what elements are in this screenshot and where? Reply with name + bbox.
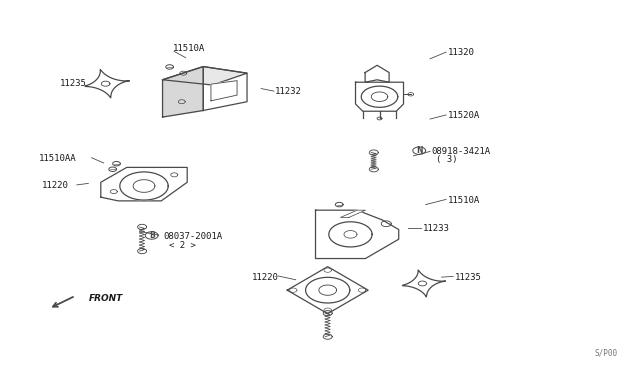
Polygon shape [356,82,404,111]
Text: S/P00: S/P00 [595,349,618,358]
Text: 11232: 11232 [275,87,302,96]
Text: 11235: 11235 [454,273,481,282]
Text: 11220: 11220 [252,273,278,282]
Text: 11520A: 11520A [448,111,480,120]
Polygon shape [163,67,247,85]
Polygon shape [287,267,368,314]
Polygon shape [316,210,399,259]
Text: 11220: 11220 [42,182,69,190]
Text: 08037-2001A: 08037-2001A [164,232,223,241]
Polygon shape [365,65,389,82]
Text: 11233: 11233 [422,224,449,233]
Text: 11235: 11235 [60,79,86,88]
Text: N: N [416,146,422,155]
Polygon shape [403,270,445,297]
Text: 11320: 11320 [448,48,475,57]
Polygon shape [340,210,365,217]
Text: 11510AA: 11510AA [39,154,77,163]
Text: 11510A: 11510A [173,44,205,53]
Text: < 2 >: < 2 > [169,241,196,250]
Text: 11510A: 11510A [448,196,480,205]
Polygon shape [204,67,247,110]
Polygon shape [85,70,129,98]
Text: ( 3): ( 3) [436,155,458,164]
Text: FRONT: FRONT [88,294,123,303]
Polygon shape [163,67,204,117]
Polygon shape [211,81,237,101]
Text: 08918-3421A: 08918-3421A [431,147,490,156]
Text: B: B [149,231,154,240]
Polygon shape [120,172,168,200]
Polygon shape [101,167,187,201]
Polygon shape [306,278,349,303]
Polygon shape [329,222,372,247]
Polygon shape [362,86,398,107]
